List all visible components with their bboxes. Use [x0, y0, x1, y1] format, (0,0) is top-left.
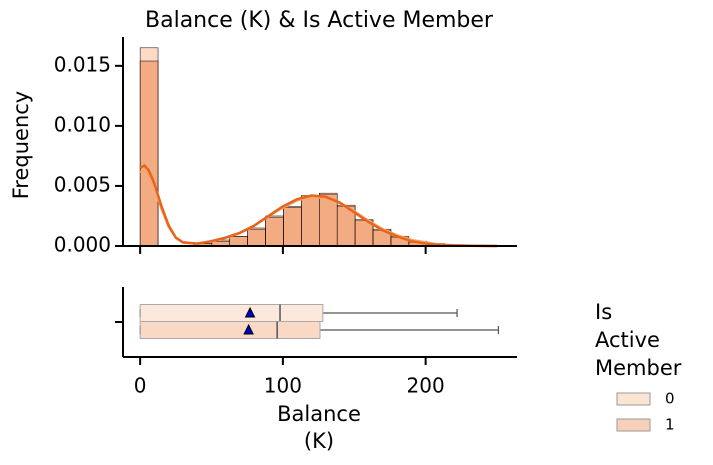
mean-marker: [243, 323, 254, 335]
y-axis-label: Frequency: [9, 91, 33, 200]
x-tick-label: 100: [264, 374, 302, 398]
kde-line: [139, 163, 498, 248]
x-axis-label: (K): [304, 429, 334, 453]
histogram-bar: [265, 216, 284, 247]
legend-swatch: [616, 392, 651, 406]
box: [139, 321, 321, 339]
mean-marker: [244, 306, 256, 318]
histogram-bar: [283, 207, 302, 247]
histogram-bar: [229, 236, 248, 247]
legend-label: 1: [665, 416, 675, 434]
legend-label: 0: [665, 390, 675, 408]
chart-title: Balance (K) & Is Active Member: [145, 8, 494, 33]
y-tick-label: 0.000: [54, 233, 111, 257]
histogram-bar: [301, 196, 320, 247]
x-axis-label: Balance: [277, 402, 361, 426]
y-tick-label: 0.005: [54, 172, 111, 196]
x-tick-label: 0: [134, 374, 147, 398]
box: [139, 304, 324, 322]
y-tick-label: 0.015: [54, 52, 111, 76]
legend-title: Active: [595, 328, 660, 352]
histogram-bar: [247, 228, 266, 247]
legend-title: Is: [595, 300, 612, 324]
x-tick-label: 200: [407, 374, 445, 398]
histogram-bar: [139, 60, 159, 247]
legend-swatch: [616, 418, 651, 432]
y-tick-label: 0.010: [54, 112, 111, 136]
legend-title: Member: [595, 356, 682, 380]
